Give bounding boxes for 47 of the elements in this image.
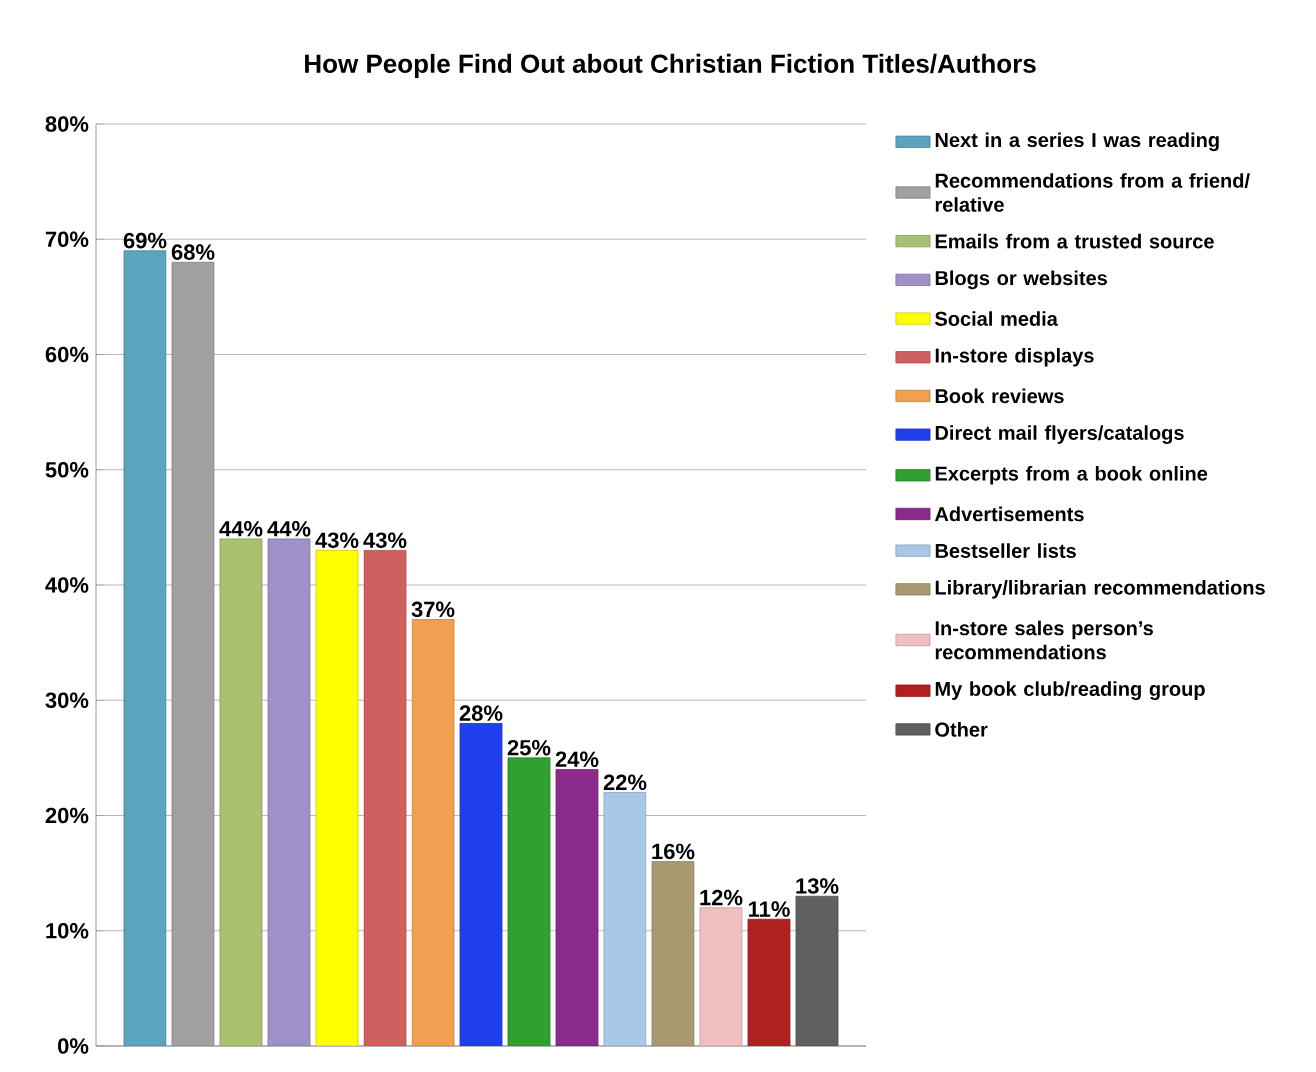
data-label: 11% [748,901,790,917]
bar [747,918,791,1046]
y-tick-label: 40% [45,577,89,593]
data-label: 68% [171,244,215,260]
data-label: 43% [315,532,359,549]
legend-label: In-store sales person’s recommendations [935,620,1153,660]
data-label: 37% [411,601,455,618]
legend-label: Advertisements [934,506,1084,522]
data-label: 25% [507,739,551,756]
legend-label: Blogs or websites [935,270,1107,290]
legend-label: Bestseller lists [935,543,1076,558]
bar [123,250,167,1046]
data-label: 44% [267,521,311,537]
y-tick-label: 30% [45,692,89,709]
legend-label: Excerpts from a book online [935,465,1208,485]
legend-label: In-store displays [935,347,1094,367]
y-tick-label: 10% [46,922,89,939]
y-tick-label: 20% [45,807,89,824]
y-tick-label: 50% [45,461,89,478]
legend-label: Next in a series I was reading [935,132,1219,152]
data-label: 44% [219,521,263,537]
legend-label: Social media [935,311,1058,326]
data-label: 13% [796,878,839,894]
y-tick-label: 80% [45,116,89,132]
legend-label: Recommendations from a friend/ relative [935,173,1250,212]
bar [267,538,311,1046]
legend-label: Library/librarian recommendations [935,580,1265,599]
bar [795,895,839,1046]
data-label: 12% [700,889,743,906]
legend-label: My book club/reading group [935,681,1205,701]
data-label: 16% [652,843,695,860]
data-label: 28% [459,705,503,721]
bar [219,538,263,1046]
data-label: 24% [555,751,599,767]
legend-label: Direct mail flyers/catalogs [935,425,1184,444]
data-label: 43% [363,532,407,549]
legend-label: Emails from a trusted source [935,233,1214,249]
y-tick-label: 0% [58,1038,89,1054]
data-label: 22% [603,774,647,791]
y-tick-label: 70% [45,231,89,248]
legend-label: Book reviews [935,388,1064,404]
bar [411,619,455,1046]
legend-label: Other [935,722,988,737]
chart-title: How People Find Out about Christian Fiction Titles/Authors [305,53,1036,79]
bar [603,792,647,1046]
y-tick-label: 60% [45,346,89,363]
data-label: 69% [123,232,167,249]
